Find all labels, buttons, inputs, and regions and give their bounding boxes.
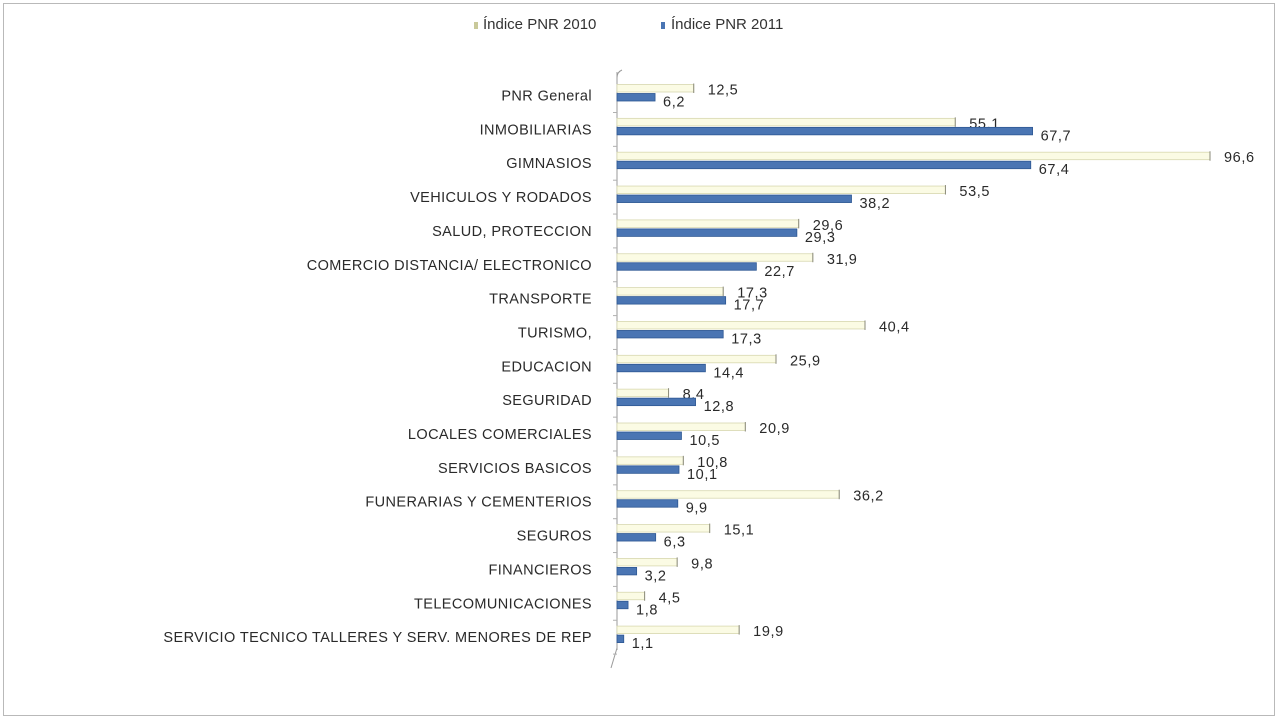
category-label: VEHICULOS Y RODADOS	[410, 190, 592, 206]
bar-2010	[616, 287, 724, 296]
data-label-2011: 17,3	[731, 331, 762, 347]
category-label: FUNERARIAS Y CEMENTERIOS	[365, 495, 592, 511]
data-label-2010: 12,5	[708, 83, 739, 99]
data-label-2011: 14,4	[713, 365, 744, 381]
category-label: COMERCIO DISTANCIA/ ELECTRONICO	[307, 258, 592, 274]
data-label-2010: 9,8	[691, 556, 713, 572]
bar-2011	[616, 634, 625, 643]
bar-2011	[616, 465, 680, 474]
bar-2011	[616, 93, 656, 102]
bar-2010	[616, 388, 669, 398]
data-label-2010: 36,2	[853, 489, 884, 505]
data-label-2011: 10,1	[687, 467, 718, 483]
axis-cap-top	[616, 69, 623, 79]
bar-2011	[616, 330, 724, 339]
bar-2010	[616, 185, 946, 194]
category-label: TELECOMUNICACIONES	[414, 596, 592, 612]
data-label-2011: 17,7	[734, 298, 765, 314]
data-label-2010: 29,6	[813, 218, 844, 234]
bar-2011	[616, 600, 629, 610]
legend-swatch-2011	[661, 22, 665, 29]
bar-2010	[616, 219, 800, 228]
category-label: INMOBILIARIAS	[480, 122, 592, 138]
data-label-2011: 10,5	[689, 433, 720, 449]
category-label: SERVICIOS BASICOS	[438, 461, 592, 477]
data-label-2011: 38,2	[859, 196, 890, 212]
bar-2011	[616, 431, 682, 440]
category-label: LOCALES COMERCIALES	[408, 427, 592, 443]
data-label-2010: 25,9	[790, 353, 821, 369]
bar-2010	[616, 625, 740, 634]
data-label-2011: 3,2	[645, 568, 667, 584]
data-label-2011: 6,2	[663, 95, 685, 111]
data-label-2010: 96,6	[1224, 150, 1255, 166]
category-label: PNR General	[501, 89, 592, 105]
data-label-2011: 6,3	[664, 535, 686, 551]
bar-2010	[616, 456, 684, 465]
bar-2011	[616, 160, 1032, 170]
data-label-2010: 4,5	[659, 590, 681, 606]
category-label: SEGUROS	[517, 529, 592, 545]
data-label-2010: 19,9	[753, 624, 784, 640]
data-label-2010: 17,3	[737, 286, 768, 302]
category-label: SEGURIDAD	[502, 393, 592, 409]
category-label: TRANSPORTE	[489, 292, 592, 308]
legend: Índice PNR 2010 Índice PNR 2011	[0, 14, 1280, 38]
data-label-2010: 15,1	[724, 523, 755, 539]
data-label-2010: 53,5	[959, 184, 990, 200]
bar-2010	[616, 253, 814, 262]
bar-2010	[616, 422, 746, 431]
bar-2011	[616, 194, 852, 203]
legend-label-2011: Índice PNR 2011	[671, 16, 784, 33]
data-label-2010: 10,8	[697, 455, 728, 471]
data-label-2010: 20,9	[759, 421, 790, 437]
chart-frame	[3, 3, 1275, 716]
bar-2010	[616, 354, 777, 364]
category-label: FINANCIEROS	[489, 562, 593, 578]
bar-2011	[616, 567, 638, 576]
data-label-2011: 1,1	[632, 636, 654, 652]
data-label-2011: 9,9	[686, 501, 708, 517]
bar-2010	[616, 151, 1211, 161]
bar-2011	[616, 397, 696, 407]
bar-2011	[616, 296, 727, 305]
category-label: SALUD, PROTECCION	[432, 224, 592, 240]
data-label-2011: 67,4	[1039, 162, 1070, 178]
data-label-2010: 31,9	[827, 252, 858, 268]
bar-2011	[616, 533, 657, 542]
bar-2011	[616, 126, 1033, 136]
bar-2010	[616, 524, 711, 533]
bar-2010	[616, 117, 956, 127]
legend-swatch-2010	[474, 22, 478, 29]
bar-2011	[616, 228, 798, 237]
legend-label-2010: Índice PNR 2010	[483, 16, 597, 33]
bar-2010	[616, 321, 866, 330]
bar-2011	[616, 363, 706, 373]
category-label: TURISMO,	[518, 325, 592, 341]
category-label: EDUCACION	[501, 359, 592, 375]
bar-2010	[616, 84, 695, 93]
bar-2010	[616, 558, 678, 567]
category-label: GIMNASIOS	[506, 156, 592, 172]
bar-2010	[616, 490, 840, 499]
data-label-2011: 12,8	[704, 399, 735, 415]
data-label-2010: 40,4	[879, 319, 910, 335]
data-label-2011: 1,8	[636, 602, 658, 618]
bar-2011	[616, 499, 679, 508]
bar-2011	[616, 262, 757, 271]
category-label: SERVICIO TECNICO TALLERES Y SERV. MENORE…	[163, 630, 592, 646]
axis-cap-bottom	[610, 647, 618, 669]
data-label-2011: 22,7	[764, 264, 795, 280]
data-label-2011: 67,7	[1041, 128, 1072, 144]
data-label-2011: 29,3	[805, 230, 836, 246]
bar-2010	[616, 591, 646, 601]
